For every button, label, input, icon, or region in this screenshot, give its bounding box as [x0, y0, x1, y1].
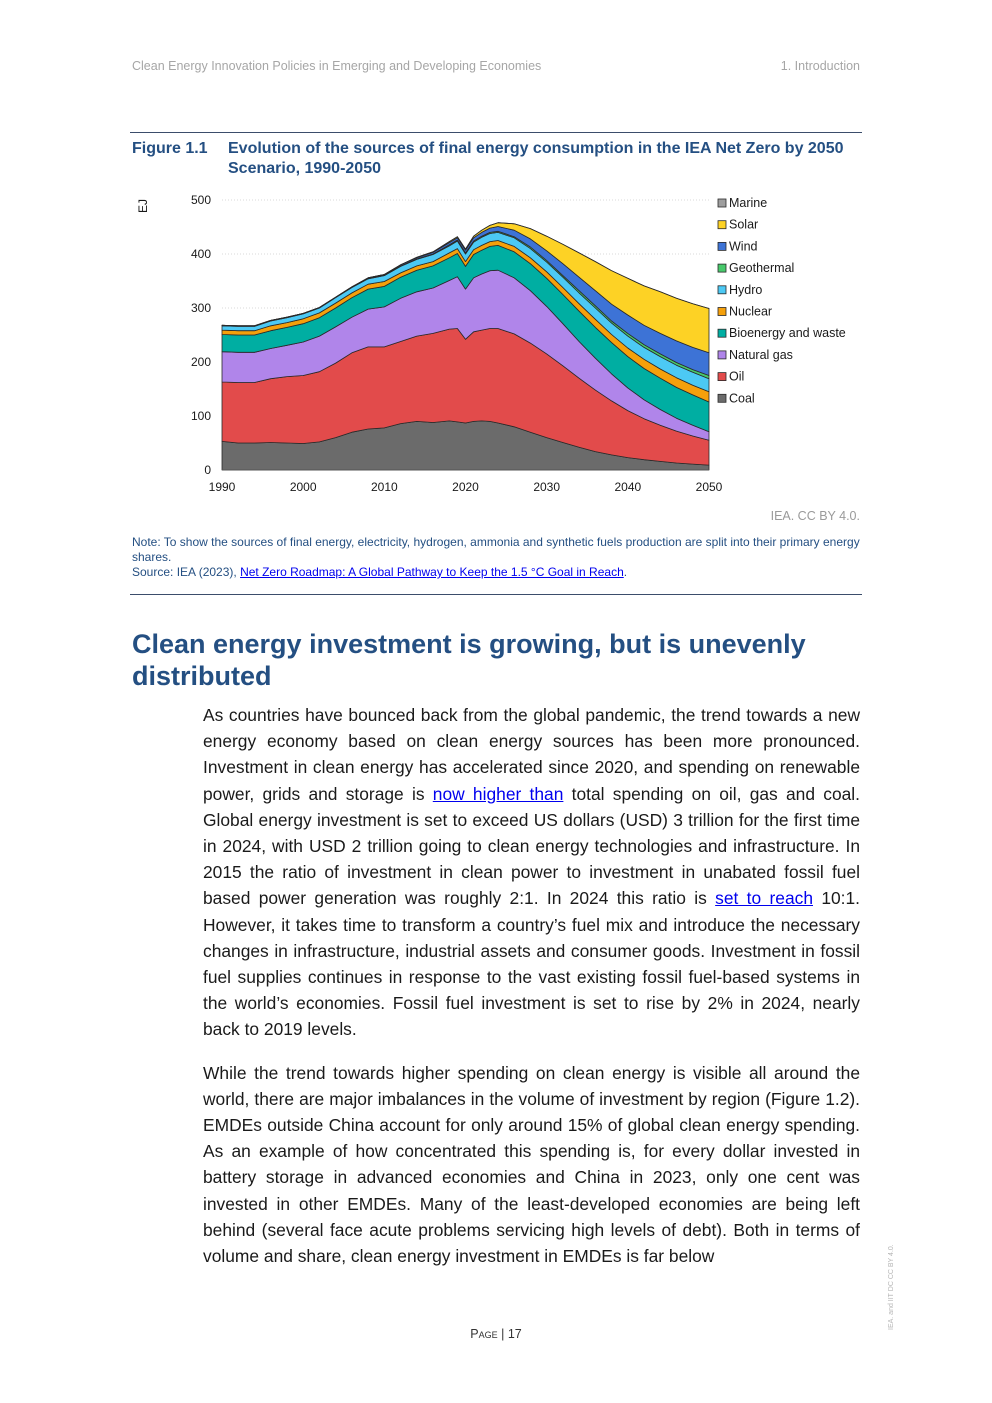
legend-swatch-hydro	[717, 285, 727, 295]
y-axis-label: EJ	[136, 199, 150, 213]
page-num: 17	[507, 1327, 522, 1341]
side-license-text: IEA. and IIT DC CC BY 4.0.	[888, 1244, 895, 1330]
x-tick-label-2040: 2040	[614, 480, 641, 494]
legend-label-hydro: Hydro	[729, 283, 762, 297]
y-tick-label-400: 400	[191, 247, 211, 261]
p1-text-c: 10:1. However, it takes time to transfor…	[203, 888, 861, 1040]
y-tick-label-0: 0	[204, 463, 211, 477]
legend-swatch-solar	[717, 220, 727, 230]
legend-swatch-oil	[717, 372, 727, 382]
figure-top-rule	[130, 132, 862, 133]
figure-note: Note: To show the sources of final energ…	[132, 535, 860, 564]
x-tick-label-1990: 1990	[209, 480, 236, 494]
legend-swatch-bioenergy-and-waste	[717, 328, 727, 338]
page-number: Page | 17	[0, 1327, 992, 1341]
figure-credit: IEA. CC BY 4.0.	[770, 509, 860, 523]
legend-label-oil: Oil	[729, 370, 744, 384]
p1-text-b: total spending on oil, gas and coal. Glo…	[203, 783, 860, 909]
source-suffix: .	[623, 565, 628, 579]
page-separator: |	[497, 1327, 508, 1341]
figure-source: Source: IEA (2023), Net Zero Roadmap: A …	[132, 565, 860, 580]
source-link[interactable]: Net Zero Roadmap: A Global Pathway to Ke…	[240, 565, 624, 579]
header-chapter: 1. Introduction	[780, 59, 860, 73]
legend-swatch-wind	[717, 242, 727, 251]
legend-label-marine: Marine	[729, 196, 767, 210]
legend-label-geothermal: Geothermal	[729, 261, 794, 275]
x-tick-label-2030: 2030	[533, 480, 560, 494]
legend-swatch-geothermal	[717, 263, 727, 273]
section-heading: Clean energy investment is growing, but …	[132, 629, 806, 691]
figure-bottom-rule	[130, 594, 862, 595]
area-marine	[221, 222, 710, 327]
running-header: Clean Energy Innovation Policies in Emer…	[132, 59, 860, 73]
paragraph-1: As countries have bounced back from the …	[203, 702, 860, 1043]
legend-label-solar: Solar	[729, 218, 758, 232]
legend-label-wind: Wind	[729, 239, 758, 253]
figure-number: Figure 1.1	[132, 140, 208, 157]
now-higher-than-link[interactable]: now higher than	[432, 783, 564, 804]
legend-label-nuclear: Nuclear	[729, 305, 772, 319]
legend-swatch-coal	[717, 393, 727, 403]
y-tick-label-200: 200	[191, 355, 211, 369]
legend-swatch-marine	[717, 198, 727, 208]
figure-notes: Note: To show the sources of final energ…	[132, 535, 860, 580]
p1-text-a: As countries have bounced back from the …	[203, 705, 860, 804]
legend-label-coal: Coal	[729, 391, 755, 405]
x-tick-label-2010: 2010	[371, 480, 398, 494]
source-prefix: Source: IEA (2023),	[132, 565, 241, 579]
energy-consumption-chart: 0 100 200 300 400 500 1990 2000 2010 2020 2030 2040…	[136, 193, 846, 494]
y-tick-label-300: 300	[191, 301, 211, 315]
header-document-title: Clean Energy Innovation Policies in Emer…	[132, 59, 542, 73]
x-tick-label-2020: 2020	[452, 480, 479, 494]
y-tick-label-500: 500	[191, 193, 211, 207]
page-word: Page	[470, 1327, 498, 1341]
paragraph-2: While the trend towards higher spending …	[203, 1062, 860, 1267]
set-to-reach-link[interactable]: set to reach	[715, 888, 813, 909]
x-tick-label-2000: 2000	[290, 480, 317, 494]
y-tick-label-100: 100	[191, 409, 211, 423]
x-tick-label-2050: 2050	[696, 480, 723, 494]
figure-title: Evolution of the sources of final energy…	[228, 140, 844, 177]
legend-label-bioenergy-and-waste: Bioenergy and waste	[729, 326, 846, 340]
body-text: As countries have bounced back from the …	[203, 702, 860, 1286]
legend-swatch-nuclear	[717, 307, 727, 316]
legend-swatch-natural-gas	[717, 350, 727, 360]
legend-label-natural-gas: Natural gas	[729, 348, 793, 362]
